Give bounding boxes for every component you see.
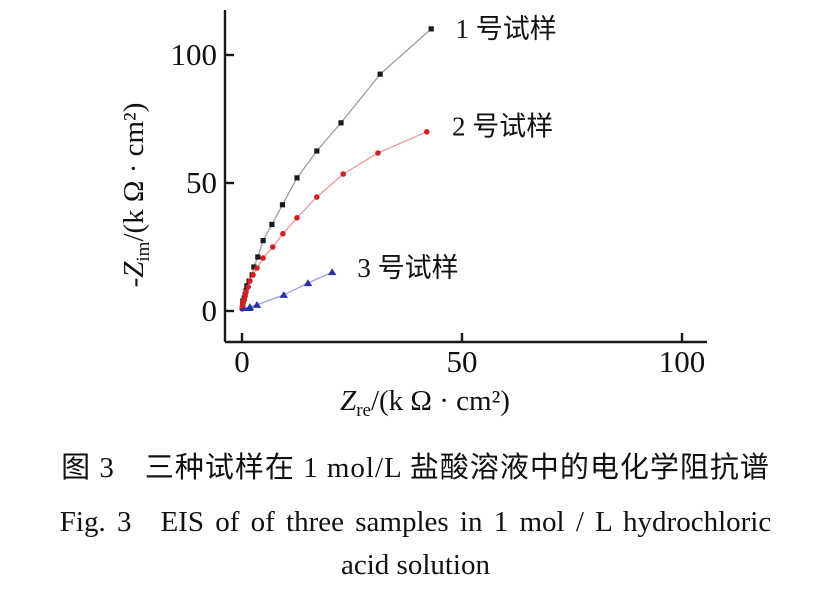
square-marker (255, 254, 261, 260)
square-marker (428, 26, 434, 32)
circle-marker (260, 255, 266, 261)
square-marker (338, 120, 344, 126)
caption-chinese: 图 3 三种试样在 1 mol/L 盐酸溶液中的电化学阻抗谱 (61, 452, 770, 484)
y-axis-symbol: -Z (118, 261, 150, 288)
circle-marker (254, 265, 260, 271)
triangle-marker (252, 301, 262, 308)
y-axis-subscript: im (133, 241, 154, 261)
circle-marker (375, 150, 381, 156)
caption-english-line2: acid solution (340, 549, 490, 581)
series-legend: 1 号试样 2 号试样 3 号试样 (357, 14, 556, 283)
nyquist-plot: 0 50 100 0 50 100 1 号试样 2 号试样 3 号试样 Zre/(k Ω · … (118, 10, 707, 421)
circle-marker (247, 278, 253, 284)
origin-semicircle-loop (239, 307, 253, 311)
circle-marker (270, 244, 276, 250)
axis-ticks: 0 50 100 0 50 100 (171, 37, 706, 379)
data-series (239, 26, 434, 312)
circle-marker (314, 194, 320, 200)
series-line-3 (249, 271, 333, 308)
x-axis-units: /(k Ω · cm²) (371, 385, 510, 417)
circle-marker (245, 284, 251, 290)
circle-marker (280, 230, 286, 237)
y-tick-label: 0 (202, 293, 218, 328)
x-tick-label: 50 (447, 344, 478, 379)
y-tick-label: 50 (186, 165, 217, 200)
y-tick-label: 100 (171, 37, 218, 72)
circle-marker (294, 215, 300, 221)
y-axis-units: /(k Ω · cm²) (118, 103, 150, 242)
x-axis-symbol: Z (340, 385, 357, 417)
square-marker (269, 221, 275, 228)
triangle-marker (328, 268, 337, 276)
triangle-marker (279, 291, 288, 298)
circle-marker (424, 129, 430, 135)
circle-marker (250, 272, 256, 278)
series-label-2: 2 号试样 (452, 112, 553, 142)
x-tick-label: 100 (659, 344, 706, 379)
x-axis-title: Zre/(k Ω · cm²) (340, 385, 510, 421)
series-label-3: 3 号试样 (357, 253, 458, 283)
triangle-marker (303, 279, 313, 287)
circle-marker (243, 289, 249, 295)
square-marker (377, 71, 383, 77)
square-marker (251, 264, 257, 270)
x-axis-subscript: re (356, 400, 371, 421)
circle-marker (340, 171, 347, 177)
square-marker (279, 202, 286, 208)
series-label-1: 1 号试样 (456, 14, 557, 44)
x-tick-label: 0 (234, 344, 250, 379)
square-marker (314, 148, 320, 154)
caption-english-line1: Fig. 3 EIS of of three samples in 1 mol … (59, 506, 772, 538)
square-marker (294, 175, 300, 181)
square-marker (260, 238, 266, 244)
y-axis-title: -Zim/(k Ω · cm²) (118, 103, 154, 288)
